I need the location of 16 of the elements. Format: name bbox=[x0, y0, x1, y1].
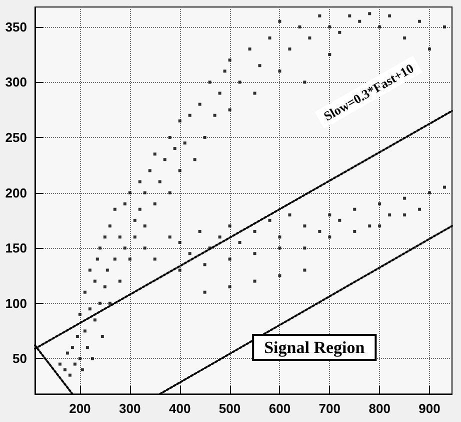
y-tick-label: 300 bbox=[5, 74, 27, 90]
x-tick-label: 300 bbox=[119, 401, 141, 416]
x-tick-label: 900 bbox=[418, 401, 440, 416]
y-tick-label: 200 bbox=[5, 185, 27, 200]
y-tick-label: 150 bbox=[5, 240, 27, 256]
x-tick-label: 200 bbox=[69, 401, 91, 416]
x-tick-label: 500 bbox=[218, 401, 241, 416]
annotation: Signal Region bbox=[264, 338, 366, 358]
x-tick-label: 800 bbox=[368, 401, 390, 416]
y-tick-label: 100 bbox=[5, 296, 27, 311]
y-tick-label: 50 bbox=[12, 351, 27, 366]
x-tick-label: 700 bbox=[318, 401, 340, 416]
y-tick-label: 350 bbox=[5, 19, 27, 34]
x-tick-label: 400 bbox=[168, 401, 191, 416]
x-tick-label: 600 bbox=[268, 401, 291, 416]
y-tick-label: 250 bbox=[5, 130, 27, 145]
